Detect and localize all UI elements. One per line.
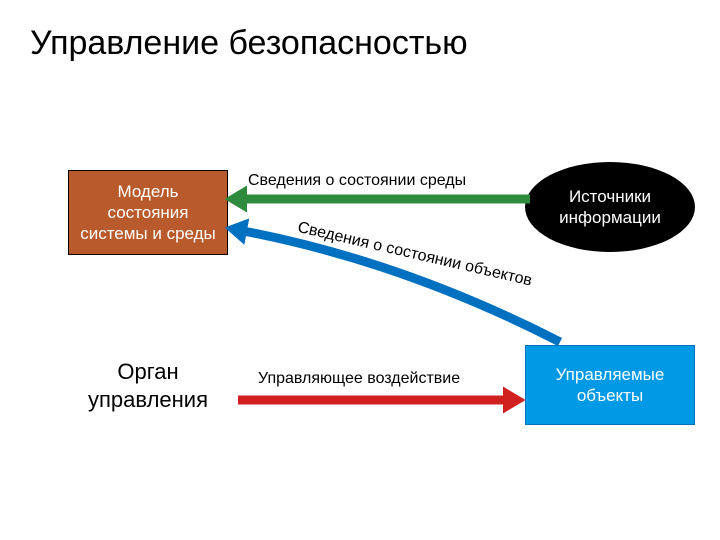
- arrow-green-label: Сведения о состоянии среды: [248, 172, 466, 190]
- arrow-red-label: Управляющее воздействие: [258, 370, 460, 388]
- node-objects-label: Управляемые объекты: [532, 364, 688, 407]
- slide-title: Управление безопасностью: [30, 24, 468, 63]
- arrow-blue-label: Сведения о состоянии объектов: [296, 218, 554, 295]
- arrows-layer: [0, 0, 720, 540]
- node-model: Модель состояния системы и среды: [68, 170, 228, 255]
- node-organ: Орган управления: [68, 338, 228, 433]
- node-sources-label: Источники информации: [532, 186, 688, 229]
- node-model-label: Модель состояния системы и среды: [75, 181, 221, 245]
- node-objects: Управляемые объекты: [525, 345, 695, 425]
- node-organ-label: Орган управления: [75, 358, 221, 413]
- node-sources: Источники информации: [525, 162, 695, 252]
